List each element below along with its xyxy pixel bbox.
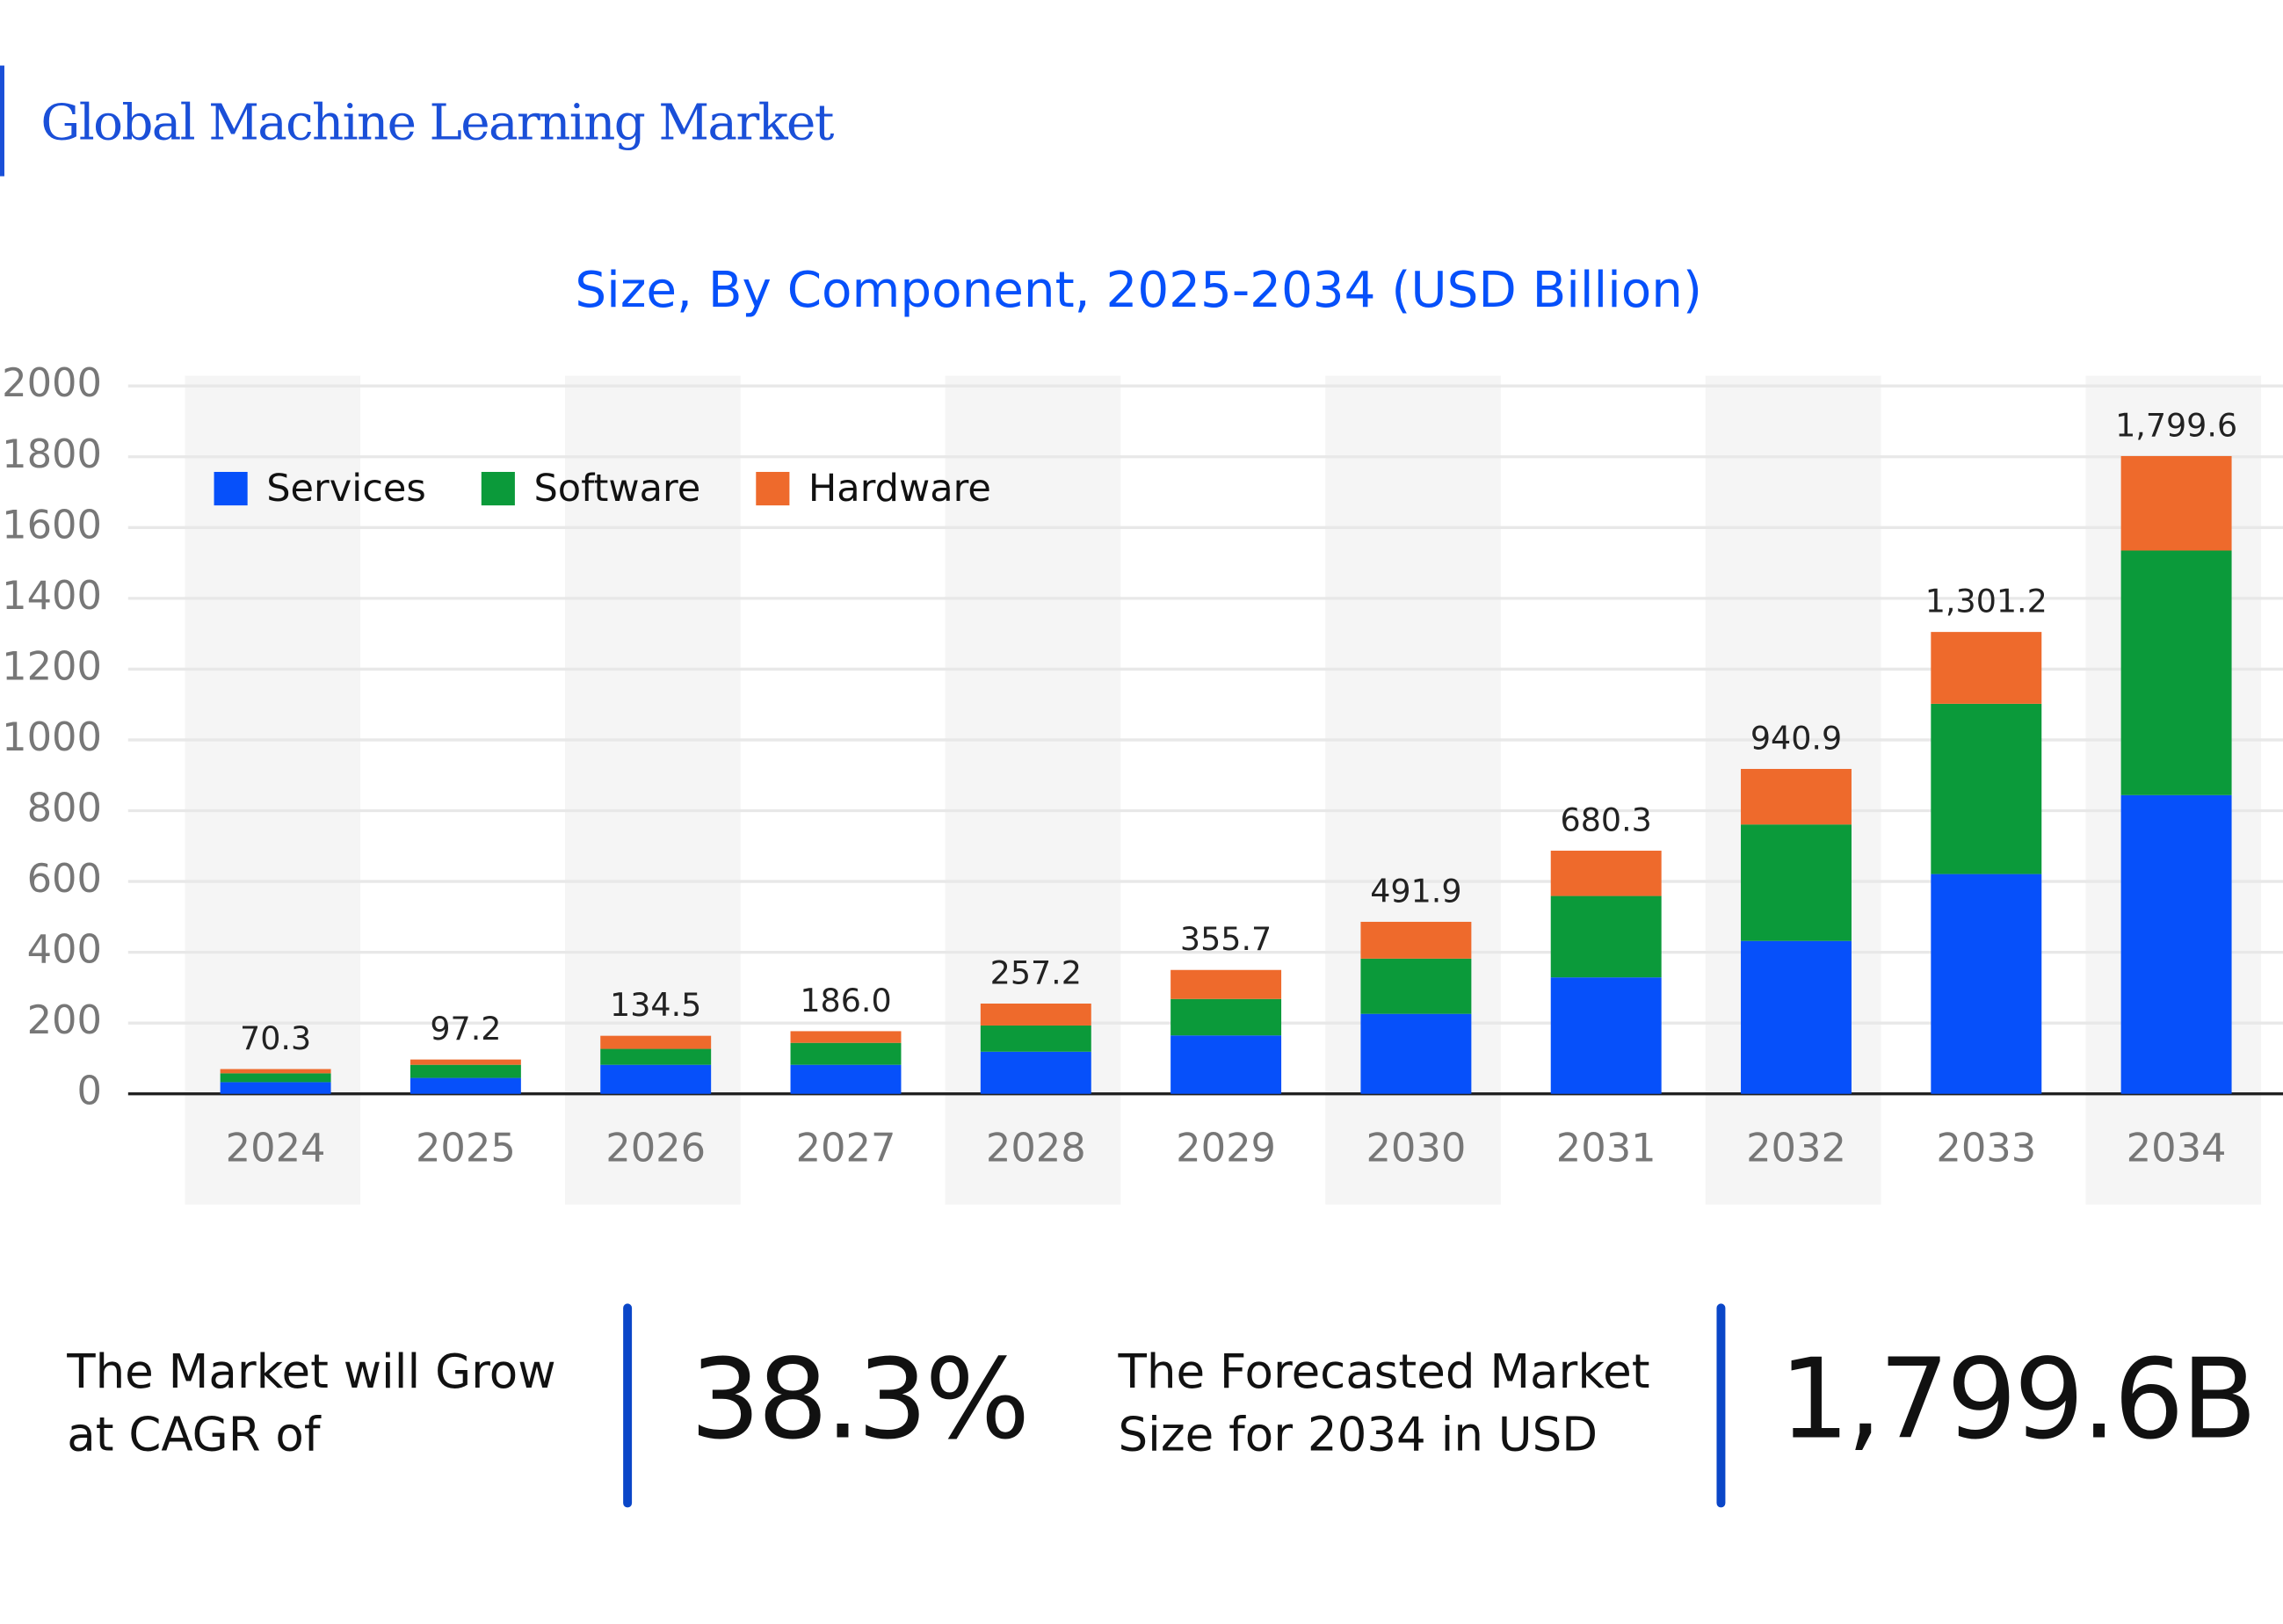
x-tick-label: 2026 bbox=[605, 1124, 706, 1171]
bar-segment bbox=[409, 1059, 521, 1065]
bar-segment bbox=[1550, 977, 1662, 1094]
legend-swatch bbox=[481, 471, 515, 506]
bar-segment bbox=[220, 1082, 331, 1094]
y-tick-label: 1000 bbox=[2, 714, 102, 760]
bar-segment bbox=[980, 1051, 1091, 1094]
bar-segment bbox=[220, 1069, 331, 1074]
x-tick-label: 2028 bbox=[986, 1124, 1086, 1171]
bar-segment bbox=[220, 1073, 331, 1083]
bar-segment bbox=[1360, 1013, 1472, 1094]
column-band bbox=[185, 375, 361, 1205]
bar-segment bbox=[2120, 794, 2232, 1094]
y-tick-label: 600 bbox=[27, 855, 102, 902]
kpi-divider bbox=[1716, 1303, 1726, 1508]
bar-segment bbox=[600, 1048, 712, 1065]
total-label: 680.3 bbox=[1561, 801, 1652, 838]
x-tick-label: 2034 bbox=[2127, 1124, 2227, 1171]
kpi-label: The Market will Grow bbox=[66, 1345, 555, 1399]
bar-segment bbox=[1360, 921, 1472, 959]
y-tick-label: 2000 bbox=[2, 359, 102, 406]
title-accent bbox=[0, 65, 4, 177]
kpi-label: The Forecasted Market bbox=[1117, 1345, 1649, 1399]
x-tick-label: 2027 bbox=[796, 1124, 896, 1171]
bar-segment bbox=[2120, 550, 2232, 795]
bar-segment bbox=[1170, 998, 1282, 1036]
total-label: 355.7 bbox=[1180, 920, 1272, 958]
bar-segment bbox=[1931, 874, 2042, 1094]
bar-segment bbox=[409, 1077, 521, 1094]
total-label: 1,301.2 bbox=[1925, 582, 2047, 620]
total-label: 186.0 bbox=[800, 982, 891, 1019]
kpi-label: Size for 2034 in USD bbox=[1118, 1407, 1598, 1461]
total-label: 97.2 bbox=[430, 1010, 501, 1048]
total-label: 1,799.6 bbox=[2115, 406, 2237, 444]
bar-segment bbox=[790, 1042, 902, 1065]
bar-segment bbox=[1550, 895, 1662, 978]
bar-segment bbox=[1360, 958, 1472, 1014]
y-tick-label: 1800 bbox=[2, 431, 102, 477]
legend-label: Services bbox=[266, 467, 426, 511]
bar-segment bbox=[1170, 1035, 1282, 1094]
legend-swatch bbox=[756, 471, 790, 506]
x-tick-label: 2030 bbox=[1366, 1124, 1466, 1171]
y-tick-label: 1600 bbox=[2, 501, 102, 547]
bar-segment bbox=[1931, 632, 2042, 704]
y-tick-label: 1400 bbox=[2, 572, 102, 619]
kpi-value: 1,799.6B bbox=[1779, 1335, 2254, 1464]
legend-swatch bbox=[214, 471, 248, 506]
bar-segment bbox=[790, 1064, 902, 1094]
chart-title: Size, By Component, 2025-2034 (USD Billi… bbox=[575, 262, 1702, 319]
page-title: Global Machine Learning Market bbox=[40, 95, 834, 152]
bar-segment bbox=[790, 1031, 902, 1043]
x-tick-label: 2031 bbox=[1556, 1124, 1656, 1171]
bar-segment bbox=[980, 1025, 1091, 1052]
x-tick-label: 2033 bbox=[1936, 1124, 2036, 1171]
x-tick-label: 2032 bbox=[1746, 1124, 1846, 1171]
y-tick-label: 1200 bbox=[2, 642, 102, 689]
bar-segment bbox=[1170, 969, 1282, 999]
legend-label: Software bbox=[533, 467, 700, 511]
total-label: 491.9 bbox=[1370, 872, 1461, 910]
kpi-value: 38.3% bbox=[690, 1335, 1026, 1464]
bar-segment bbox=[1741, 824, 1852, 941]
x-tick-label: 2024 bbox=[226, 1124, 326, 1171]
bar-segment bbox=[1741, 940, 1852, 1094]
bar-segment bbox=[1931, 703, 2042, 874]
kpi-divider bbox=[623, 1303, 633, 1508]
bar-segment bbox=[409, 1064, 521, 1078]
bar-segment bbox=[1550, 851, 1662, 896]
bar-segment bbox=[600, 1064, 712, 1094]
y-tick-label: 400 bbox=[27, 926, 102, 973]
y-tick-label: 800 bbox=[27, 785, 102, 831]
bar-segment bbox=[980, 1004, 1091, 1026]
y-tick-label: 200 bbox=[27, 997, 102, 1043]
total-label: 70.3 bbox=[240, 1019, 311, 1057]
bar-segment bbox=[2120, 455, 2232, 551]
bar-segment bbox=[1741, 768, 1852, 825]
legend-label: Hardware bbox=[808, 467, 991, 511]
bar-segment bbox=[600, 1035, 712, 1049]
x-tick-label: 2025 bbox=[416, 1124, 516, 1171]
x-tick-label: 2029 bbox=[1176, 1124, 1276, 1171]
kpi-label: at CAGR of bbox=[67, 1407, 322, 1461]
total-label: 257.2 bbox=[990, 953, 1082, 991]
total-label: 134.5 bbox=[610, 986, 701, 1024]
y-tick-label: 0 bbox=[77, 1068, 102, 1114]
total-label: 940.9 bbox=[1750, 719, 1842, 757]
